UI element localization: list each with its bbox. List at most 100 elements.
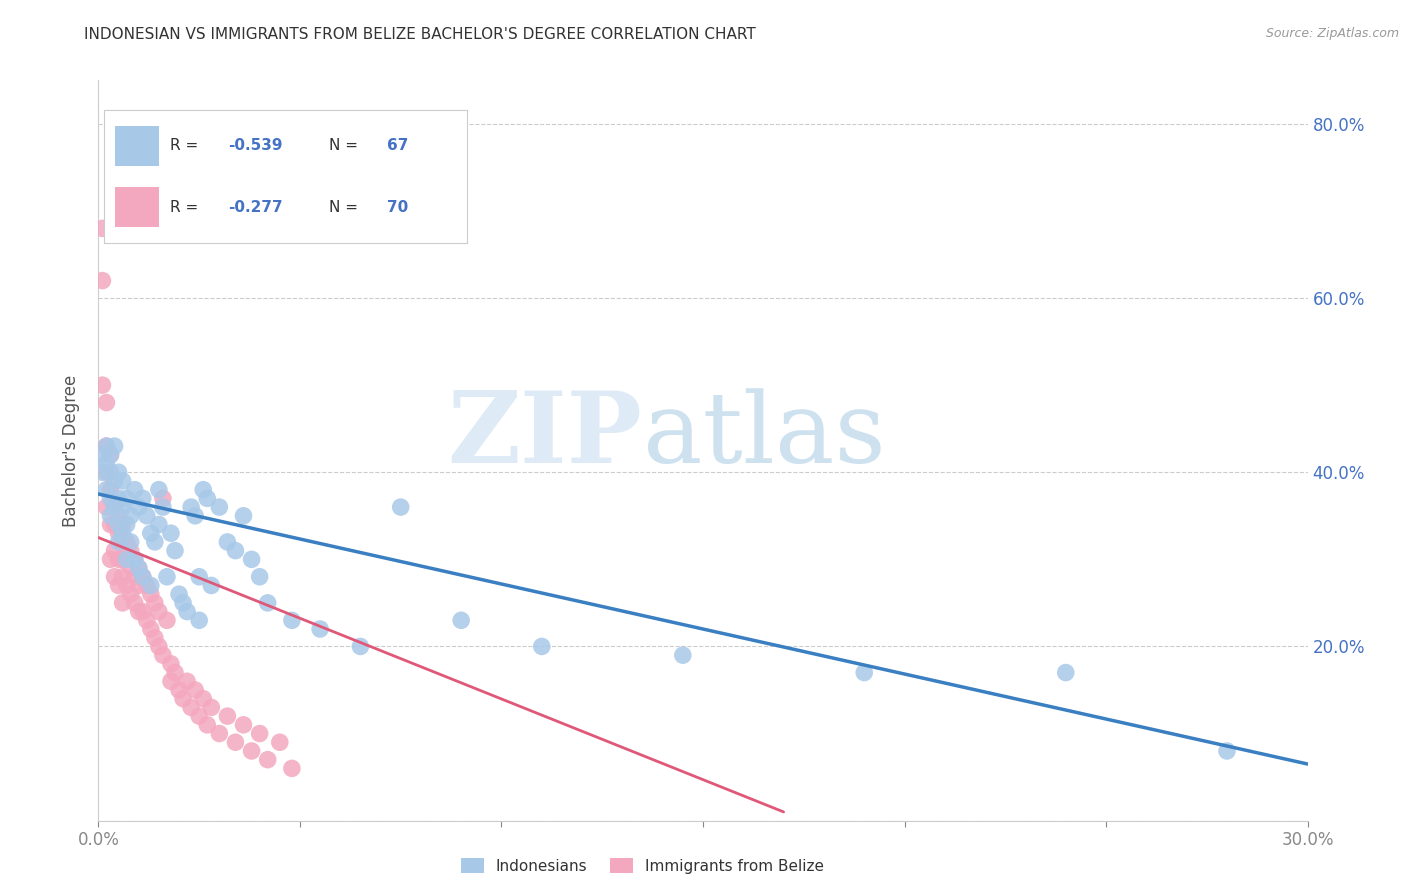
Point [111,526,134,541]
Point [200,700,222,714]
Point [139,526,162,541]
Point [115,517,138,532]
Point [124,552,146,566]
Point [281,761,304,775]
Point [103,570,125,584]
Point [111,500,134,514]
Point [96,395,118,409]
Text: ZIP: ZIP [447,387,643,484]
Point [148,517,170,532]
Point [100,552,122,566]
Point [195,718,218,732]
Point [139,622,162,636]
Point [240,744,263,758]
Point [96,439,118,453]
Point [176,605,198,619]
Point [167,587,190,601]
Point [124,596,146,610]
Text: Source: ZipAtlas.com: Source: ZipAtlas.com [1265,27,1399,40]
Point [180,500,202,514]
Point [156,613,179,627]
Point [530,640,553,654]
Point [120,587,142,601]
Point [148,605,170,619]
Point [96,465,118,479]
Point [91,378,114,392]
Point [103,474,125,488]
Point [256,753,278,767]
Point [139,578,162,592]
Y-axis label: Bachelor's Degree: Bachelor's Degree [62,375,80,526]
Point [132,570,155,584]
Point [139,587,162,601]
Point [120,508,142,523]
Point [107,508,129,523]
Point [107,491,129,506]
Point [100,448,122,462]
Text: INDONESIAN VS IMMIGRANTS FROM BELIZE BACHELOR'S DEGREE CORRELATION CHART: INDONESIAN VS IMMIGRANTS FROM BELIZE BAC… [84,27,756,42]
Point [103,500,125,514]
Point [180,700,202,714]
Point [156,570,179,584]
Point [160,526,183,541]
Point [115,491,138,506]
Point [143,631,166,645]
Point [128,578,150,592]
Point [160,657,183,671]
Point [124,552,146,566]
Point [176,674,198,689]
Point [103,543,125,558]
Point [107,517,129,532]
Point [120,561,142,575]
Point [349,640,371,654]
Point [208,500,231,514]
Point [172,596,194,610]
Point [100,508,122,523]
Point [107,552,129,566]
Point [124,570,146,584]
Point [232,718,254,732]
Point [184,508,207,523]
Point [115,578,138,592]
Point [91,448,114,462]
Point [1216,744,1239,758]
Point [256,596,278,610]
Point [148,640,170,654]
Point [107,465,129,479]
Point [163,665,186,680]
Point [148,483,170,497]
Point [115,552,138,566]
Point [111,552,134,566]
Point [103,517,125,532]
Point [128,561,150,575]
Point [91,465,114,479]
Point [107,535,129,549]
Point [217,535,239,549]
Point [96,457,118,471]
Point [128,500,150,514]
Point [200,578,222,592]
Point [120,543,142,558]
Point [96,483,118,497]
Point [193,483,215,497]
Point [232,508,254,523]
Point [188,570,211,584]
Point [160,674,183,689]
Point [152,500,174,514]
Point [188,709,211,723]
Point [96,439,118,453]
Point [128,561,150,575]
Point [132,570,155,584]
Point [195,491,218,506]
Point [100,448,122,462]
Point [309,622,332,636]
Point [163,543,186,558]
Point [132,605,155,619]
Point [184,683,207,698]
Point [249,570,271,584]
Point [103,439,125,453]
Point [224,543,246,558]
Point [188,613,211,627]
Point [172,691,194,706]
Point [208,726,231,740]
